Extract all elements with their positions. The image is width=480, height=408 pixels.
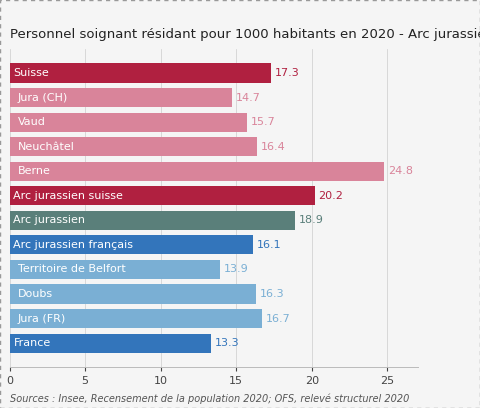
Bar <box>10 63 271 82</box>
Text: 15.7: 15.7 <box>251 117 276 127</box>
Text: Vaud: Vaud <box>18 117 46 127</box>
Text: 13.9: 13.9 <box>223 264 248 275</box>
Bar <box>10 113 247 132</box>
Bar <box>10 211 295 230</box>
Text: Suisse: Suisse <box>13 68 49 78</box>
Text: Neuchâtel: Neuchâtel <box>18 142 75 152</box>
Bar <box>10 235 253 255</box>
Text: Doubs: Doubs <box>18 289 53 299</box>
Text: 14.7: 14.7 <box>236 93 260 102</box>
Text: 16.1: 16.1 <box>257 240 281 250</box>
Bar <box>10 137 257 156</box>
Text: 17.3: 17.3 <box>275 68 300 78</box>
Bar <box>10 88 232 107</box>
Text: Personnel soignant résidant pour 1000 habitants en 2020 - Arc jurassien: Personnel soignant résidant pour 1000 ha… <box>10 28 480 41</box>
Text: France: France <box>13 338 50 348</box>
Bar <box>10 162 384 181</box>
Bar <box>10 334 211 353</box>
Text: 24.8: 24.8 <box>388 166 413 176</box>
Text: Arc jurassien: Arc jurassien <box>13 215 85 225</box>
Text: Jura (CH): Jura (CH) <box>18 93 68 102</box>
Text: 16.7: 16.7 <box>266 314 290 324</box>
Text: 20.2: 20.2 <box>319 191 344 201</box>
Bar <box>10 260 220 279</box>
Text: 16.4: 16.4 <box>261 142 286 152</box>
Text: Arc jurassien suisse: Arc jurassien suisse <box>13 191 123 201</box>
Text: Jura (FR): Jura (FR) <box>18 314 66 324</box>
Text: Territoire de Belfort: Territoire de Belfort <box>18 264 126 275</box>
Text: 18.9: 18.9 <box>299 215 324 225</box>
Text: Arc jurassien français: Arc jurassien français <box>13 240 133 250</box>
Text: 16.3: 16.3 <box>260 289 284 299</box>
Text: 13.3: 13.3 <box>215 338 239 348</box>
Bar <box>10 284 256 304</box>
Text: Berne: Berne <box>18 166 51 176</box>
Bar <box>10 186 315 205</box>
Bar <box>10 309 262 328</box>
Text: Sources : Insee, Recensement de la population 2020; OFS, relevé structurel 2020: Sources : Insee, Recensement de la popul… <box>10 393 409 404</box>
